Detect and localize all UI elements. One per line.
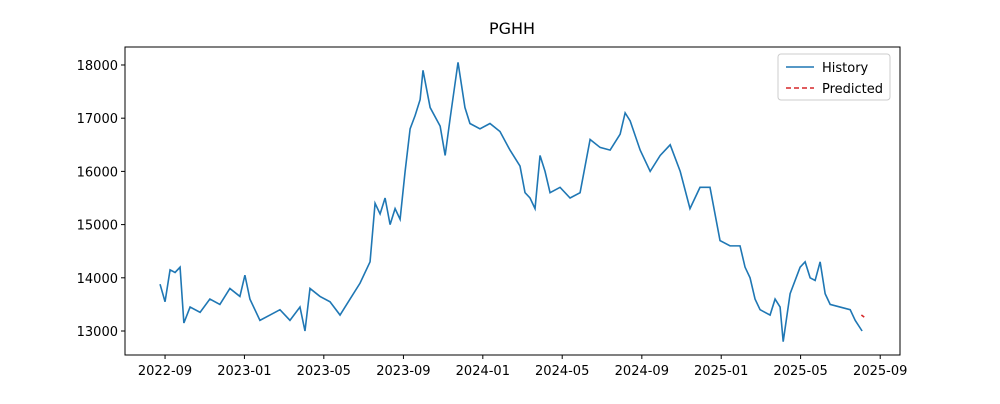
x-tick-label: 2024-05 — [535, 364, 589, 379]
x-tick-label: 2023-09 — [376, 364, 430, 379]
y-tick-label: 17000 — [77, 112, 118, 127]
x-tick-label: 2025-09 — [853, 364, 907, 379]
x-tick-label: 2025-01 — [694, 364, 748, 379]
y-tick-label: 18000 — [77, 59, 118, 74]
x-tick-label: 2025-05 — [773, 364, 827, 379]
x-tick-label: 2022-09 — [138, 364, 192, 379]
legend-label: Predicted — [822, 82, 883, 97]
plot-frame — [124, 46, 901, 356]
y-tick-label: 13000 — [77, 325, 118, 340]
y-tick-label: 15000 — [77, 219, 118, 234]
chart-title: PGHH — [489, 19, 535, 38]
x-tick-label: 2023-01 — [217, 364, 271, 379]
series-line — [159, 62, 863, 342]
y-tick-label: 14000 — [77, 272, 118, 287]
y-tick-label: 16000 — [77, 165, 118, 180]
series-line — [860, 314, 865, 318]
x-tick-label: 2023-05 — [297, 364, 351, 379]
legend-label: History — [822, 61, 869, 76]
x-tick-label: 2024-09 — [615, 364, 669, 379]
x-tick-label: 2024-01 — [456, 364, 510, 379]
